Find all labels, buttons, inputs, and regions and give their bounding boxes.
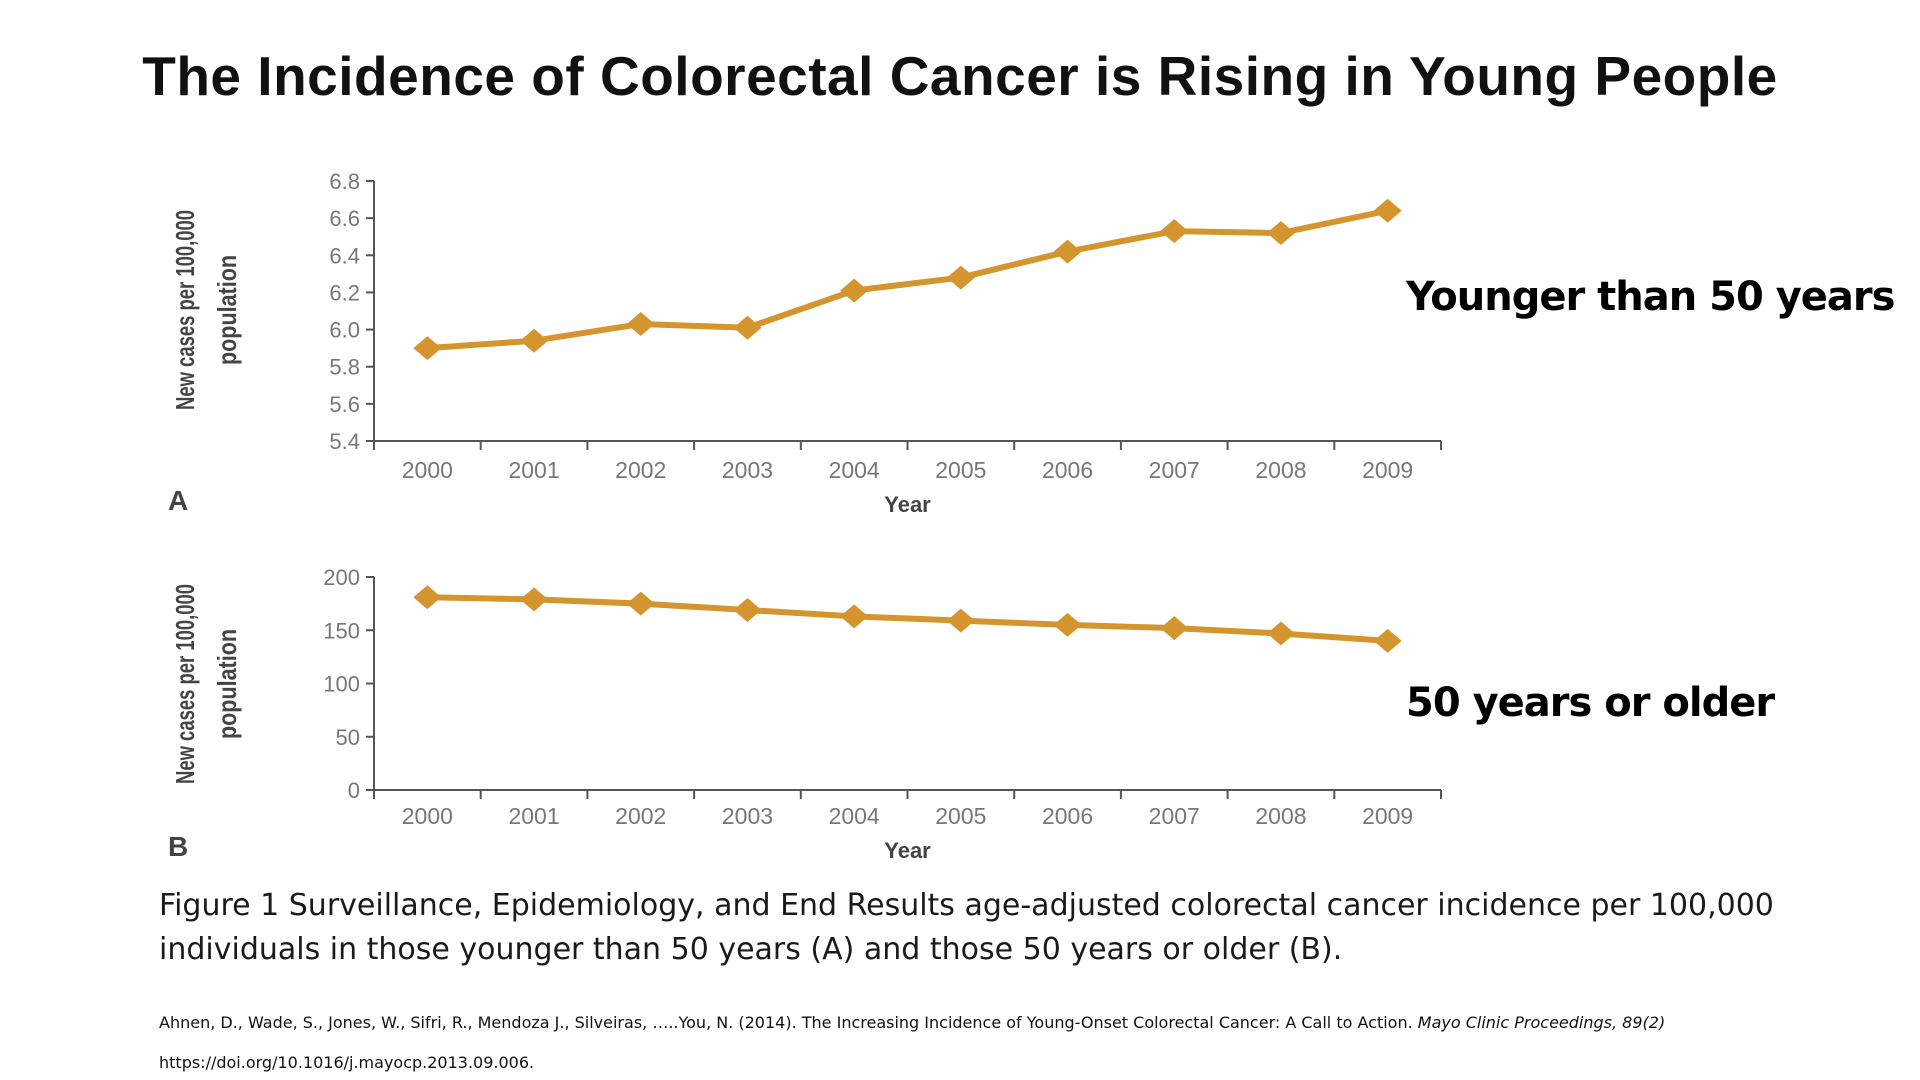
panel-a-x-tick-label: 2009	[1362, 457, 1413, 483]
panel-b-data-point	[1373, 628, 1402, 653]
panel-a-data-point	[626, 312, 655, 336]
panel-b-x-tick-label: 2009	[1362, 803, 1413, 829]
panel-a-x-tick-label: 2008	[1255, 457, 1306, 483]
panel-a-y-tick-label: 6.6	[329, 206, 360, 231]
panel-a-y-tick-label: 6.0	[329, 318, 360, 343]
panel-a-y-axis-title: New cases per 100,000	[170, 210, 200, 410]
panel-a-x-tick-label: 2004	[829, 457, 880, 483]
panel-a-data-point	[1053, 239, 1082, 264]
panel-b-y-tick-label: 0	[348, 778, 360, 803]
panel-a-data-point	[840, 278, 869, 303]
panel-a-x-tick-label: 2000	[402, 457, 453, 483]
panel-a-data-point	[733, 315, 762, 340]
panel-a-y-tick-label: 5.6	[329, 392, 360, 417]
panel-b-x-tick-label: 2006	[1042, 803, 1093, 829]
panel-b-y-axis-title: population	[212, 629, 242, 739]
panel-b-data-point	[733, 598, 762, 623]
panel-b-x-tick-label: 2005	[935, 803, 986, 829]
panel-b-side-label: 50 years or older	[1406, 680, 1775, 726]
panel-a-y-tick-label: 6.2	[329, 280, 360, 305]
panel-a-data-point	[520, 328, 549, 353]
panel-a-data-point	[946, 265, 975, 290]
panel-b-y-tick-label: 100	[323, 672, 360, 697]
panel-b-data-point	[520, 587, 549, 612]
reference-citation: Ahnen, D., Wade, S., Jones, W., Sifri, R…	[159, 1013, 1665, 1032]
panel-b-series-line	[427, 594, 1388, 644]
panel-a-panel-label: A	[168, 485, 188, 516]
panel-a-x-tick-label: 2006	[1042, 457, 1093, 483]
panel-a-series-line	[427, 207, 1389, 352]
panel-a-x-tick-label: 2002	[615, 457, 666, 483]
panel-a-y-tick-label: 5.8	[329, 355, 360, 380]
panel-b-data-point	[840, 604, 869, 629]
panel-a-y-tick-label: 5.4	[329, 429, 360, 454]
panel-a-y-tick-label: 6.4	[329, 243, 360, 268]
panel-a-y-axis-title: population	[212, 255, 242, 365]
panel-a-x-tick-label: 2005	[935, 457, 986, 483]
panel-b-x-tick-label: 2001	[508, 803, 559, 829]
panel-b-data-point	[1266, 621, 1295, 646]
panel-b-y-tick-label: 200	[323, 565, 360, 590]
panel-b-data-point	[626, 591, 655, 616]
slide-title: The Incidence of Colorectal Cancer is Ri…	[142, 45, 1778, 107]
panel-a-data-point	[413, 336, 442, 361]
panel-b-x-tick-label: 2008	[1255, 803, 1306, 829]
figure-caption: Figure 1 Surveillance, Epidemiology, and…	[159, 884, 1859, 972]
panel-b-x-tick-label: 2000	[402, 803, 453, 829]
panel-b-data-point	[946, 608, 975, 633]
panel-b-data-point	[1053, 612, 1082, 637]
panel-a-data-point	[1266, 221, 1295, 245]
caption-line-1: Figure 1 Surveillance, Epidemiology, and…	[159, 888, 1774, 923]
reference-authors: Ahnen, D., Wade, S., Jones, W., Sifri, R…	[159, 1013, 1418, 1032]
panel-b-x-tick-label: 2002	[615, 803, 666, 829]
panel-a-x-tick-label: 2007	[1149, 457, 1200, 483]
panel-a-x-tick-label: 2003	[722, 457, 773, 483]
panel-b-x-axis-title: Year	[884, 838, 931, 863]
panel-b-data-point	[1160, 616, 1189, 641]
panel-b-data-point	[413, 585, 442, 610]
panel-b-y-tick-label: 150	[323, 618, 360, 643]
panel-b-y-axis-title: New cases per 100,000	[170, 584, 200, 784]
panel-b-panel-label: B	[168, 831, 188, 862]
panel-b-x-tick-label: 2003	[722, 803, 773, 829]
panel-a-y-tick-label: 6.8	[329, 169, 360, 194]
caption-line-2: individuals in those younger than 50 yea…	[159, 932, 1343, 967]
panel-a-side-label: Younger than 50 years	[1406, 274, 1895, 320]
panel-b-y-tick-label: 50	[336, 725, 360, 750]
panel-b-x-tick-label: 2007	[1149, 803, 1200, 829]
panel-a-data-point	[1160, 219, 1189, 244]
panel-a-x-axis-title: Year	[884, 492, 931, 517]
reference-journal: Mayo Clinic Proceedings, 89(2)	[1417, 1013, 1666, 1032]
panel-a-data-point	[1373, 198, 1402, 223]
panel-b-x-tick-label: 2004	[829, 803, 880, 829]
panel-a-x-tick-label: 2001	[508, 457, 559, 483]
reference-doi[interactable]: https://doi.org/10.1016/j.mayocp.2013.09…	[159, 1053, 535, 1072]
